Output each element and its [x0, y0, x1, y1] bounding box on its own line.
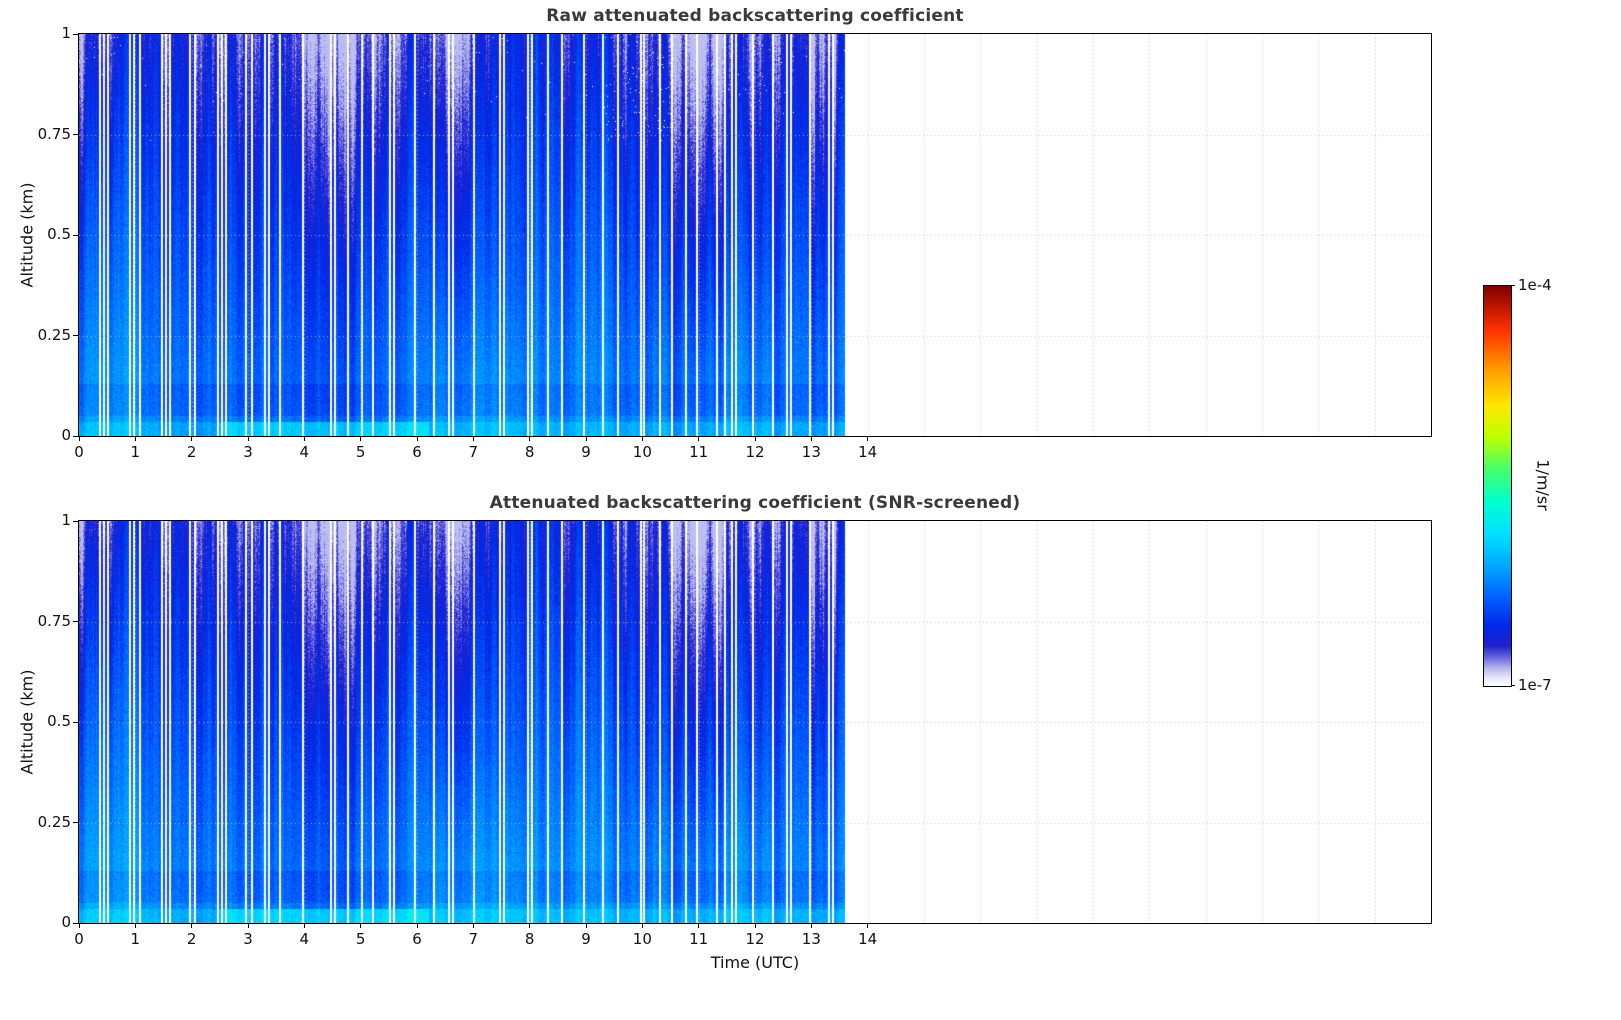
x-tick-label: 12 [745, 930, 765, 948]
x-tick-mark [472, 436, 474, 441]
y-tick-label: 0.75 [37, 124, 71, 143]
y-tick-mark [73, 721, 78, 723]
x-tick-label: 6 [412, 443, 422, 461]
colorbar-gradient [1483, 285, 1512, 687]
x-tick-label: 4 [299, 930, 310, 948]
x-tick-label: 14 [858, 930, 878, 948]
x-tick-mark [585, 436, 587, 441]
y-tick-mark [73, 234, 78, 236]
x-tick-mark [641, 436, 643, 441]
x-tick-label: 7 [468, 930, 479, 948]
x-tick-mark [78, 923, 80, 928]
y-tick-mark [73, 922, 78, 924]
plot-title-screened: Attenuated backscattering coefficient (S… [489, 493, 1021, 513]
x-tick-mark [78, 436, 80, 441]
x-tick-label: 4 [299, 443, 310, 461]
x-tick-mark [529, 923, 531, 928]
colorbar-unit-label: 1/m/sr [1533, 459, 1553, 511]
x-tick-label: 8 [524, 443, 535, 461]
x-tick-mark [360, 923, 362, 928]
screened-backscatter-plot: Attenuated backscattering coefficient (S… [18, 493, 1432, 972]
y-tick-label: 0 [61, 426, 71, 444]
y-tick-mark [73, 435, 78, 437]
x-tick-label: 3 [243, 930, 253, 948]
colorbar-min-label: 1e-7 [1518, 676, 1552, 694]
x-tick-mark [585, 923, 587, 928]
x-tick-label: 12 [745, 443, 765, 461]
x-tick-mark [247, 923, 249, 928]
x-tick-label: 5 [355, 443, 366, 461]
x-tick-label: 3 [243, 443, 253, 461]
colorbar: 1e-4 1e-7 1/m/sr [1483, 276, 1553, 694]
x-tick-mark [698, 923, 700, 928]
x-tick-mark [754, 923, 756, 928]
y-tick-label: 0.25 [37, 812, 71, 831]
x-axis-label: Time (UTC) [710, 953, 800, 972]
y-tick-label: 0 [61, 913, 71, 931]
y-tick-label: 1 [61, 24, 71, 42]
x-tick-label: 2 [186, 443, 197, 461]
y-tick-label: 0.75 [37, 611, 71, 630]
x-tick-mark [810, 436, 812, 441]
x-tick-mark [191, 923, 193, 928]
x-tick-label: 0 [74, 930, 84, 948]
x-tick-label: 1 [130, 930, 141, 948]
x-tick-label: 1 [130, 443, 141, 461]
x-tick-mark [134, 436, 136, 441]
colorbar-min-tick [1511, 684, 1515, 686]
colorbar-max-tick [1511, 284, 1515, 286]
y-tick-label: 1 [61, 511, 71, 529]
heatmap-canvas-raw [79, 34, 1431, 436]
x-tick-mark [191, 436, 193, 441]
x-tick-label: 7 [468, 443, 479, 461]
x-tick-mark [247, 436, 249, 441]
x-tick-label: 5 [355, 930, 366, 948]
x-tick-label: 8 [524, 930, 535, 948]
x-tick-label: 0 [74, 443, 84, 461]
x-tick-mark [416, 436, 418, 441]
x-tick-mark [641, 923, 643, 928]
x-tick-mark [754, 436, 756, 441]
x-tick-label: 11 [689, 930, 709, 948]
x-tick-label: 13 [801, 443, 821, 461]
plot-title-raw: Raw attenuated backscattering coefficien… [546, 6, 964, 26]
y-tick-label: 0.25 [37, 325, 71, 344]
x-tick-label: 14 [858, 443, 878, 461]
y-tick-mark [73, 520, 78, 522]
x-tick-label: 9 [581, 930, 591, 948]
x-tick-label: 2 [186, 930, 197, 948]
x-tick-mark [529, 436, 531, 441]
y-tick-label: 0.5 [47, 712, 71, 730]
x-tick-mark [303, 923, 305, 928]
heatmap-canvas-screened [79, 521, 1431, 923]
x-tick-mark [867, 436, 869, 441]
y-tick-label: 0.5 [47, 225, 71, 243]
y-tick-mark [73, 134, 78, 135]
raw-backscatter-plot: Raw attenuated backscattering coefficien… [18, 6, 1432, 461]
y-tick-mark [73, 822, 78, 823]
x-tick-label: 13 [801, 930, 821, 948]
x-tick-label: 10 [632, 443, 652, 461]
colorbar-max-label: 1e-4 [1518, 276, 1552, 294]
y-tick-mark [73, 33, 78, 35]
x-tick-label: 11 [689, 443, 709, 461]
x-tick-mark [303, 436, 305, 441]
x-tick-label: 10 [632, 930, 652, 948]
x-tick-mark [134, 923, 136, 928]
x-tick-mark [360, 436, 362, 441]
y-tick-mark [73, 621, 78, 622]
y-tick-mark [73, 335, 78, 336]
x-tick-label: 9 [581, 443, 591, 461]
x-tick-mark [810, 923, 812, 928]
x-tick-label: 6 [412, 930, 422, 948]
x-tick-mark [698, 436, 700, 441]
x-tick-mark [472, 923, 474, 928]
x-tick-mark [416, 923, 418, 928]
x-tick-mark [867, 923, 869, 928]
